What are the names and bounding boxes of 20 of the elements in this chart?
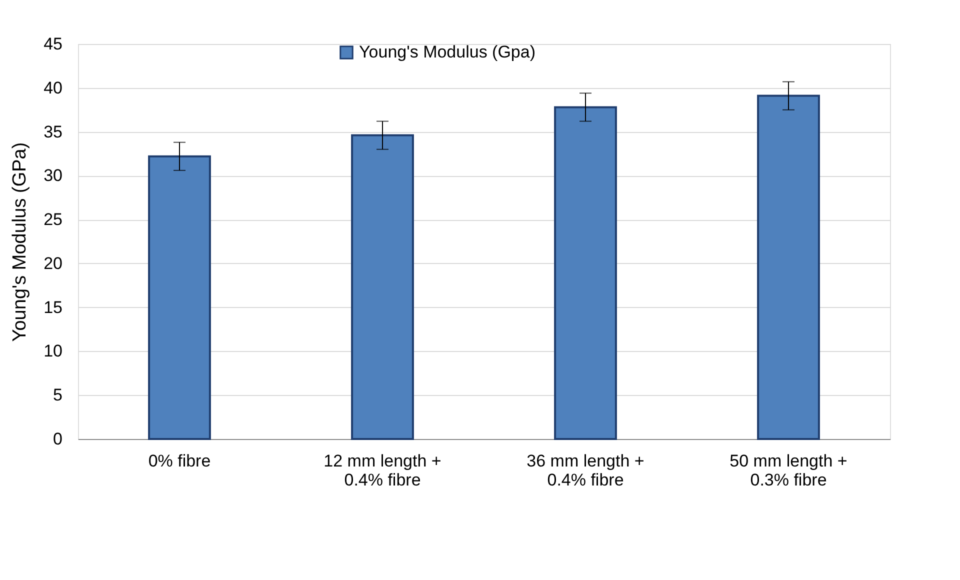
y-tick-label: 35	[44, 122, 62, 142]
bar	[554, 106, 617, 440]
y-tick-label: 30	[44, 166, 62, 186]
y-tick-label: 40	[44, 78, 62, 98]
bar	[757, 94, 820, 440]
y-tick-label: 15	[44, 298, 62, 317]
x-tick-label: 12 mm length + 0.4% fibre	[324, 452, 442, 490]
bar	[351, 134, 414, 440]
y-axis-title: Young's Modulus (GPa)	[10, 142, 31, 342]
y-tick-label: 0	[53, 430, 62, 448]
legend-label: Young's Modulus (Gpa)	[359, 42, 536, 62]
y-tick-label: 45	[44, 34, 62, 54]
x-tick-label: 50 mm length + 0.3% fibre	[730, 452, 848, 490]
y-tick-label: 20	[44, 254, 62, 273]
y-tick-label: 5	[53, 386, 62, 405]
y-tick-label: 25	[44, 210, 62, 230]
y-tick-label: 10	[44, 342, 62, 361]
x-tick-label: 36 mm length + 0.4% fibre	[526, 452, 644, 490]
bar	[148, 155, 211, 440]
x-tick-label: 0% fibre	[148, 452, 211, 470]
